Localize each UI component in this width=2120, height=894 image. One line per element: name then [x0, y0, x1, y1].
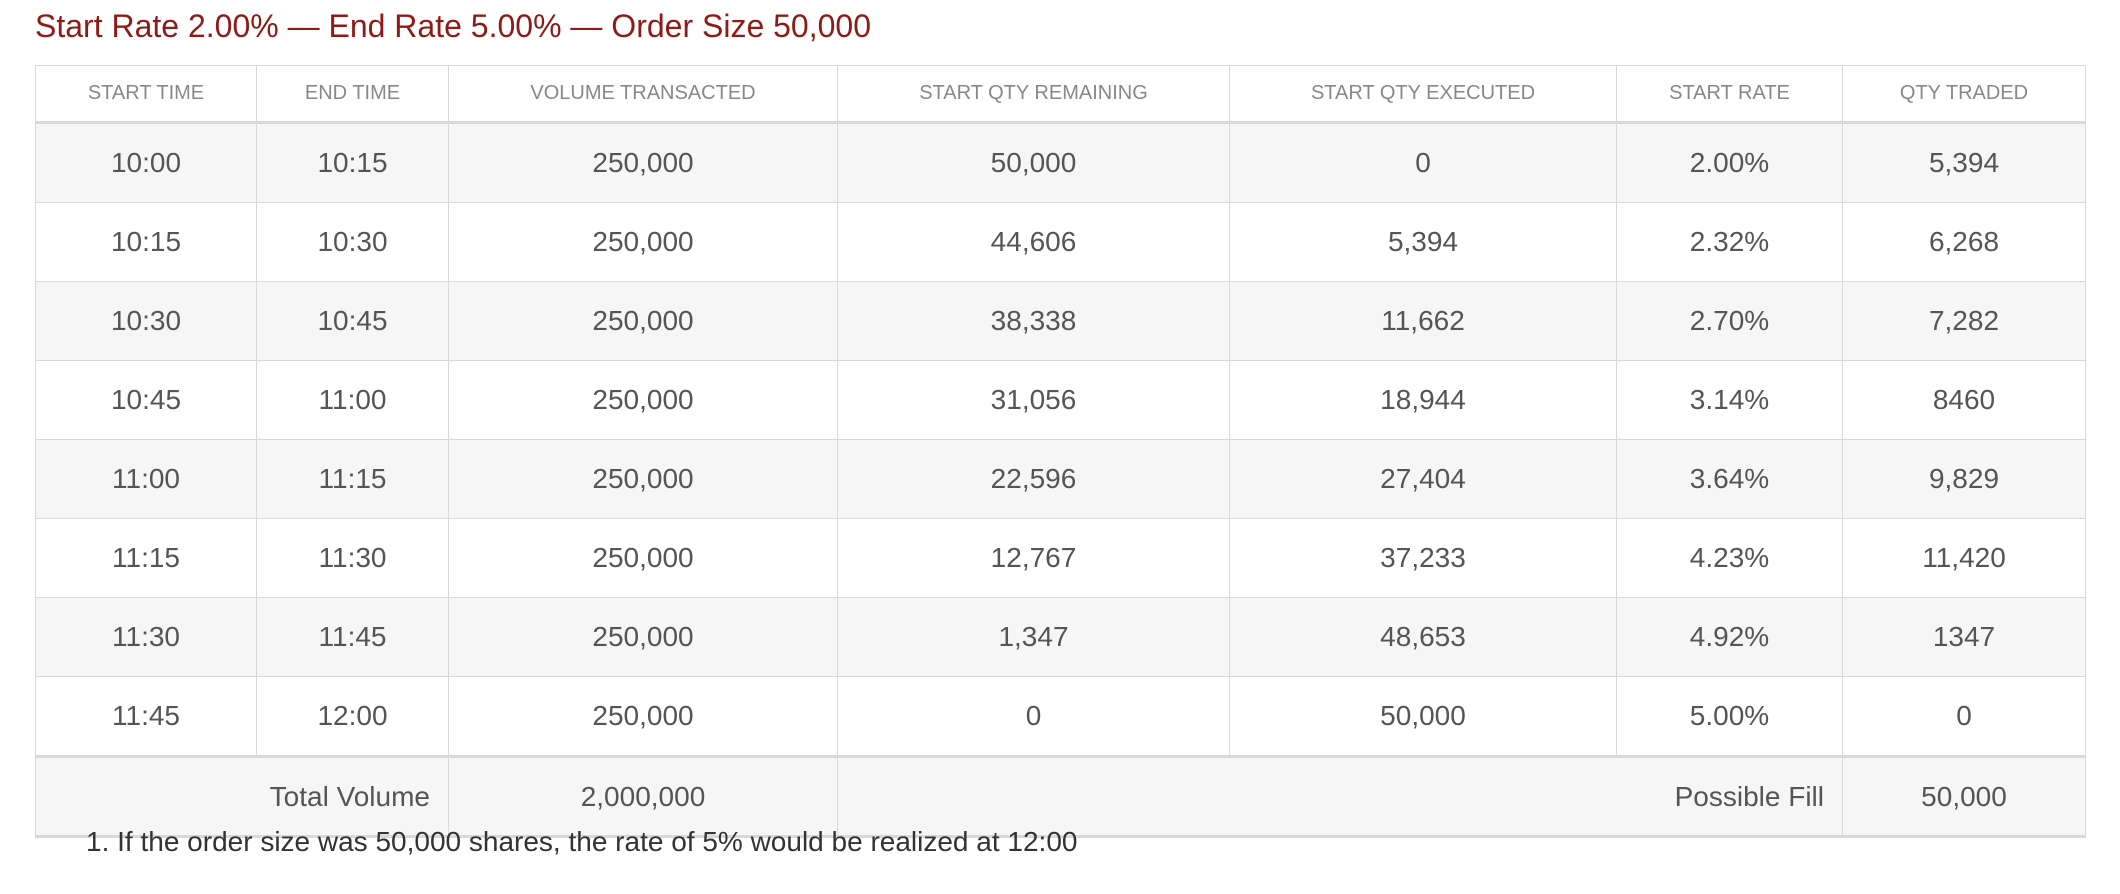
column-header: START TIME [35, 65, 257, 124]
table-cell: 5.00% [1616, 676, 1843, 757]
table-cell: 10:30 [35, 281, 257, 361]
schedule-table: START TIME END TIME VOLUME TRANSACTED START… [35, 65, 2086, 838]
table-cell: 44,606 [837, 202, 1230, 282]
table-cell: 250,000 [448, 676, 838, 757]
table-cell: 12,767 [837, 518, 1230, 598]
table-cell: 10:30 [256, 202, 449, 282]
table-cell: 3.64% [1616, 439, 1843, 519]
table-cell: 2.32% [1616, 202, 1843, 282]
table-cell: 250,000 [448, 439, 838, 519]
table-cell: 2.00% [1616, 122, 1843, 203]
column-header: END TIME [256, 65, 449, 124]
table-cell: 8460 [1842, 360, 2086, 440]
table-cell: 9,829 [1842, 439, 2086, 519]
table-cell: 250,000 [448, 360, 838, 440]
table-cell: 11,420 [1842, 518, 2086, 598]
table-cell: 10:45 [256, 281, 449, 361]
column-header: QTY TRADED [1842, 65, 2086, 124]
possible-fill-label: Possible Fill [837, 755, 1843, 838]
table-header-row: START TIME END TIME VOLUME TRANSACTED START… [35, 65, 2086, 124]
table-cell: 4.23% [1616, 518, 1843, 598]
table-cell: 1,347 [837, 597, 1230, 677]
table-cell: 11:00 [35, 439, 257, 519]
table-row: 11:15 11:30 250,000 12,767 37,233 4.23% 11,420 [35, 518, 2086, 598]
table-cell: 10:15 [256, 122, 449, 203]
table-cell: 50,000 [837, 122, 1230, 203]
table-cell: 27,404 [1229, 439, 1617, 519]
table-cell: 250,000 [448, 597, 838, 677]
table-cell: 22,596 [837, 439, 1230, 519]
possible-fill-value: 50,000 [1842, 755, 2086, 838]
table-cell: 11:15 [256, 439, 449, 519]
table-cell: 18,944 [1229, 360, 1617, 440]
table-cell: 250,000 [448, 281, 838, 361]
table-cell: 250,000 [448, 518, 838, 598]
table-cell: 38,338 [837, 281, 1230, 361]
table-cell: 3.14% [1616, 360, 1843, 440]
table-cell: 0 [837, 676, 1230, 757]
page-title: Start Rate 2.00% — End Rate 5.00% — Orde… [35, 8, 871, 44]
table-row: 10:30 10:45 250,000 38,338 11,662 2.70% 7,282 [35, 281, 2086, 361]
table-cell: 10:00 [35, 122, 257, 203]
table-cell: 2.70% [1616, 281, 1843, 361]
table-row: 11:30 11:45 250,000 1,347 48,653 4.92% 1347 [35, 597, 2086, 677]
footnote: 1. If the order size was 50,000 shares, … [86, 826, 1078, 857]
column-header: START QTY REMAINING [837, 65, 1230, 124]
column-header: START RATE [1616, 65, 1843, 124]
table-cell: 1347 [1842, 597, 2086, 677]
table-row: 10:00 10:15 250,000 50,000 0 2.00% 5,394 [35, 122, 2086, 203]
table-cell: 48,653 [1229, 597, 1617, 677]
table-cell: 12:00 [256, 676, 449, 757]
table-cell: 11:30 [35, 597, 257, 677]
table-cell: 37,233 [1229, 518, 1617, 598]
table-cell: 11:15 [35, 518, 257, 598]
table-row: 10:45 11:00 250,000 31,056 18,944 3.14% 8460 [35, 360, 2086, 440]
table-cell: 4.92% [1616, 597, 1843, 677]
table-cell: 0 [1842, 676, 2086, 757]
table-row: 11:00 11:15 250,000 22,596 27,404 3.64% 9,829 [35, 439, 2086, 519]
table-cell: 11:30 [256, 518, 449, 598]
total-row: Total Volume 2,000,000 Possible Fill 50,… [35, 755, 2086, 838]
table-cell: 7,282 [1842, 281, 2086, 361]
table-row: 11:45 12:00 250,000 0 50,000 5.00% 0 [35, 676, 2086, 757]
table-cell: 11,662 [1229, 281, 1617, 361]
total-volume-label: Total Volume [35, 755, 449, 838]
table-row: 10:15 10:30 250,000 44,606 5,394 2.32% 6,268 [35, 202, 2086, 282]
table-cell: 250,000 [448, 202, 838, 282]
table-cell: 31,056 [837, 360, 1230, 440]
column-header: VOLUME TRANSACTED [448, 65, 838, 124]
table-cell: 11:45 [256, 597, 449, 677]
table-cell: 250,000 [448, 122, 838, 203]
column-header: START QTY EXECUTED [1229, 65, 1617, 124]
table-cell: 0 [1229, 122, 1617, 203]
table-cell: 11:00 [256, 360, 449, 440]
total-volume-value: 2,000,000 [448, 755, 838, 838]
table-cell: 10:15 [35, 202, 257, 282]
table-cell: 10:45 [35, 360, 257, 440]
table-cell: 11:45 [35, 676, 257, 757]
table-cell: 5,394 [1229, 202, 1617, 282]
table-cell: 5,394 [1842, 122, 2086, 203]
table-cell: 6,268 [1842, 202, 2086, 282]
table-cell: 50,000 [1229, 676, 1617, 757]
